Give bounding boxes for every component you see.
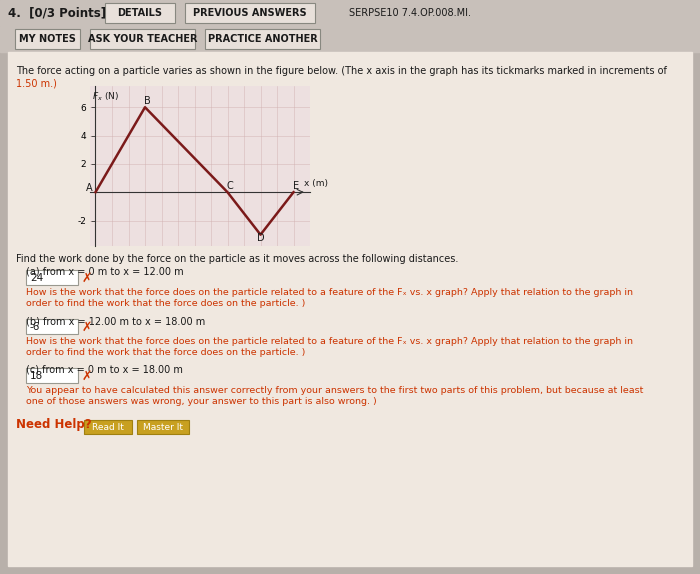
Text: B: B bbox=[144, 96, 150, 106]
Text: How is the work that the force does on the particle related to a feature of the : How is the work that the force does on t… bbox=[26, 337, 633, 346]
Text: ✗: ✗ bbox=[82, 272, 92, 285]
Text: E: E bbox=[293, 181, 300, 191]
Bar bbox=[15, 29, 80, 49]
Text: 24: 24 bbox=[30, 273, 43, 283]
Text: MY NOTES: MY NOTES bbox=[19, 34, 76, 44]
Bar bbox=[8, 52, 692, 566]
Bar bbox=[137, 420, 189, 434]
Text: How is the work that the force does on the particle related to a feature of the : How is the work that the force does on t… bbox=[26, 288, 633, 297]
Text: Read It: Read It bbox=[92, 422, 124, 432]
Text: $F_x$ (N): $F_x$ (N) bbox=[92, 90, 119, 103]
Bar bbox=[26, 270, 78, 285]
Text: C: C bbox=[227, 181, 234, 191]
Text: (a) from x = 0 m to x = 12.00 m: (a) from x = 0 m to x = 12.00 m bbox=[26, 267, 183, 277]
Text: (c) from x = 0 m to x = 18.00 m: (c) from x = 0 m to x = 18.00 m bbox=[26, 365, 183, 375]
Text: (b) from x = 12.00 m to x = 18.00 m: (b) from x = 12.00 m to x = 18.00 m bbox=[26, 316, 205, 326]
Text: DETAILS: DETAILS bbox=[118, 8, 162, 18]
Text: You appear to have calculated this answer correctly from your answers to the fir: You appear to have calculated this answe… bbox=[26, 386, 643, 395]
Text: 18: 18 bbox=[30, 371, 43, 381]
Text: x (m): x (m) bbox=[304, 179, 328, 188]
Bar bbox=[205, 29, 320, 49]
Text: ✗: ✗ bbox=[82, 370, 92, 382]
Text: A: A bbox=[85, 183, 92, 193]
Text: Master It: Master It bbox=[143, 422, 183, 432]
Text: -6: -6 bbox=[30, 322, 41, 332]
Bar bbox=[90, 29, 195, 49]
Bar bbox=[0, 0, 700, 26]
Bar bbox=[105, 3, 175, 23]
Text: ASK YOUR TEACHER: ASK YOUR TEACHER bbox=[88, 34, 197, 44]
Text: one of those answers was wrong, your answer to this part is also wrong. ): one of those answers was wrong, your ans… bbox=[26, 397, 377, 406]
Text: 1.50 m.): 1.50 m.) bbox=[16, 78, 57, 88]
Bar bbox=[26, 368, 78, 383]
Bar bbox=[185, 3, 315, 23]
Text: SERPSE10 7.4.OP.008.MI.: SERPSE10 7.4.OP.008.MI. bbox=[349, 8, 471, 18]
Text: PREVIOUS ANSWERS: PREVIOUS ANSWERS bbox=[193, 8, 307, 18]
Text: Find the work done by the force on the particle as it moves across the following: Find the work done by the force on the p… bbox=[16, 254, 458, 264]
Text: ✗: ✗ bbox=[82, 320, 92, 333]
Text: D: D bbox=[257, 233, 265, 243]
Text: The force acting on a particle varies as shown in the figure below. (The x axis : The force acting on a particle varies as… bbox=[16, 66, 667, 76]
Text: order to find the work that the force does on the particle. ): order to find the work that the force do… bbox=[26, 299, 305, 308]
Text: 4.  [0/3 Points]: 4. [0/3 Points] bbox=[8, 6, 106, 20]
Bar bbox=[84, 420, 132, 434]
Bar bbox=[26, 319, 78, 334]
Text: Need Help?: Need Help? bbox=[16, 418, 92, 431]
Text: PRACTICE ANOTHER: PRACTICE ANOTHER bbox=[208, 34, 317, 44]
Text: order to find the work that the force does on the particle. ): order to find the work that the force do… bbox=[26, 348, 305, 357]
Bar bbox=[0, 26, 700, 52]
